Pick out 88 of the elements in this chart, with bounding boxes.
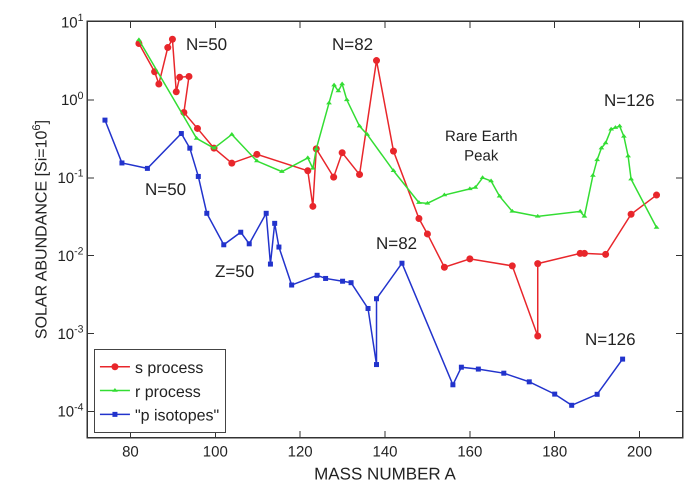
point (264, 210, 269, 216)
point (390, 168, 396, 172)
annotation: N=82 (376, 234, 418, 253)
y-tick-label: 10$^{0}$ (60, 90, 84, 110)
point (399, 260, 404, 266)
point (221, 242, 226, 248)
point (172, 88, 180, 96)
point (238, 230, 244, 235)
point (164, 44, 172, 52)
point (534, 260, 542, 268)
point (366, 306, 371, 311)
point (552, 392, 558, 397)
point (458, 364, 464, 370)
point (653, 192, 660, 199)
point (374, 296, 380, 302)
y-tick-label: 10$^{-3}$ (57, 324, 84, 343)
point (582, 214, 588, 218)
y-tick-label: 10$^{-1}$ (57, 168, 84, 188)
annotation: Z=50 (215, 262, 254, 281)
point (508, 262, 516, 270)
annotation: N=50 (145, 180, 186, 199)
point (356, 171, 364, 178)
point (155, 80, 162, 88)
point (569, 402, 574, 408)
point (620, 356, 626, 362)
annotation: N=50 (186, 35, 228, 54)
point (330, 174, 338, 181)
x-tick-label: 140 (372, 444, 398, 460)
point (289, 282, 294, 288)
point (466, 255, 474, 262)
point (340, 278, 346, 284)
annotation: Rare Earth Peak (445, 128, 518, 164)
point (178, 131, 184, 136)
x-axis-title: MASS NUMBER A (314, 464, 457, 484)
point (194, 124, 201, 132)
point (246, 241, 252, 246)
point (228, 160, 236, 167)
point (348, 280, 354, 286)
y-tick-label: 10$^{-4}$ (57, 401, 84, 421)
point (323, 276, 328, 281)
point (272, 220, 278, 226)
point (526, 379, 532, 384)
point (534, 332, 542, 340)
point (102, 118, 108, 123)
point (304, 167, 312, 174)
annotation: N=126 (585, 330, 636, 349)
point (373, 57, 380, 64)
legend-label: "p isotopes" (134, 408, 220, 425)
point (268, 262, 273, 267)
point (168, 36, 176, 43)
point (187, 146, 192, 151)
point (480, 175, 486, 180)
point (338, 149, 346, 156)
point (390, 148, 397, 155)
point (440, 264, 448, 271)
point (196, 174, 201, 179)
point (628, 210, 635, 218)
point (314, 272, 320, 278)
point (594, 392, 600, 397)
point (204, 210, 210, 216)
x-tick-label: 80 (122, 444, 139, 460)
point (602, 250, 610, 258)
point (424, 200, 430, 205)
y-tick-label: 10$^{-2}$ (57, 246, 84, 265)
x-tick-label: 200 (627, 444, 652, 460)
point (185, 72, 192, 80)
legend-label: r process (134, 384, 201, 401)
point (374, 362, 380, 368)
x-tick-label: 180 (542, 444, 568, 460)
point (144, 166, 150, 171)
y-tick-label: 10$^{1}$ (60, 12, 84, 32)
point (501, 370, 506, 376)
x-tick-label: 160 (457, 444, 482, 460)
annotation: N=82 (332, 35, 374, 54)
point (136, 37, 142, 42)
point (424, 230, 431, 238)
point (253, 150, 260, 158)
point (476, 366, 481, 372)
point (309, 202, 316, 210)
point (176, 74, 184, 81)
point (415, 215, 422, 222)
point (276, 244, 282, 250)
point (450, 382, 456, 388)
x-tick-label: 100 (202, 444, 228, 460)
legend-label: s process (134, 360, 204, 377)
point (119, 160, 124, 166)
annotation: N=126 (604, 91, 655, 110)
x-tick-label: 120 (288, 444, 313, 460)
